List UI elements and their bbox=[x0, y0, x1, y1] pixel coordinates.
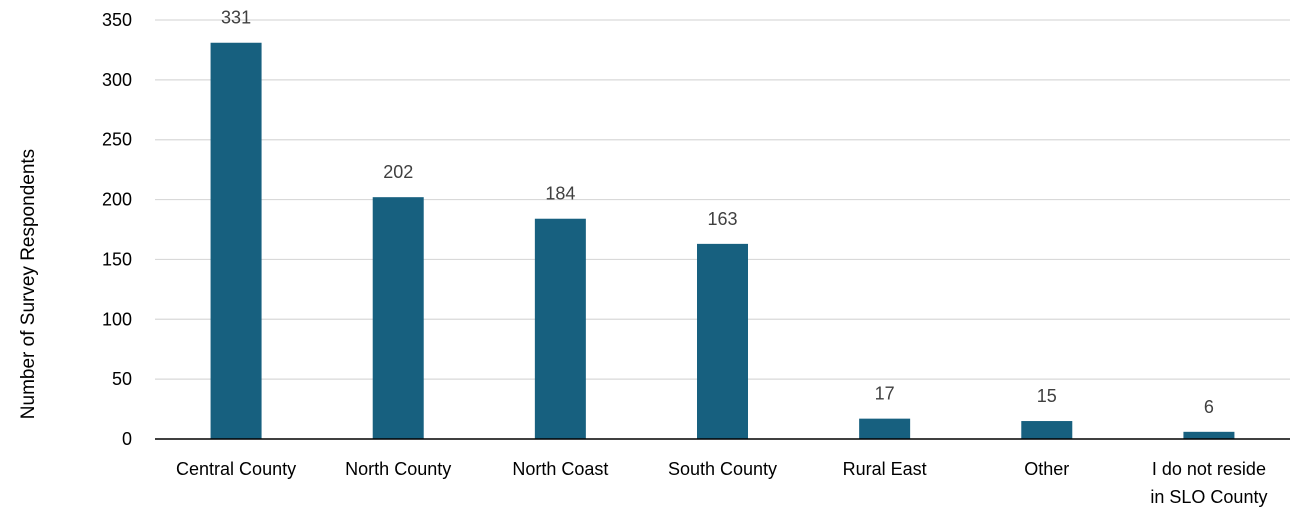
y-axis-title: Number of Survey Respondents bbox=[18, 149, 39, 419]
data-label: 17 bbox=[875, 384, 895, 404]
x-tick-label: in SLO County bbox=[1150, 487, 1267, 507]
x-tick-labels: Central County North County North Coast Sou… bbox=[176, 459, 1267, 507]
bar bbox=[1021, 421, 1073, 439]
data-label: 15 bbox=[1037, 386, 1057, 406]
x-tick-label: Other bbox=[1024, 459, 1069, 479]
bar bbox=[372, 197, 424, 439]
y-tick-label: 100 bbox=[102, 309, 132, 329]
data-label: 6 bbox=[1204, 397, 1214, 417]
bar bbox=[534, 218, 586, 439]
x-tick-label: North Coast bbox=[512, 459, 608, 479]
data-labels: 331 202 184 163 17 15 6 bbox=[221, 8, 1214, 417]
bar bbox=[697, 243, 748, 439]
data-label: 163 bbox=[707, 209, 737, 229]
y-tick-label: 250 bbox=[102, 130, 132, 150]
y-tick-labels: 0 50 100 150 200 250 300 350 bbox=[102, 10, 132, 449]
x-tick-label: I do not reside bbox=[1152, 459, 1266, 479]
bar bbox=[210, 42, 262, 439]
y-tick-label: 300 bbox=[102, 70, 132, 90]
y-tick-label: 0 bbox=[122, 429, 132, 449]
x-tick-label: North County bbox=[345, 459, 451, 479]
bars bbox=[210, 42, 1235, 439]
bar bbox=[1183, 431, 1235, 439]
y-tick-label: 150 bbox=[102, 249, 132, 269]
data-label: 202 bbox=[383, 162, 413, 182]
x-tick-label: Central County bbox=[176, 459, 296, 479]
y-tick-label: 50 bbox=[112, 369, 132, 389]
y-tick-label: 350 bbox=[102, 10, 132, 30]
data-label: 331 bbox=[221, 8, 251, 28]
data-label: 184 bbox=[545, 184, 575, 204]
y-tick-label: 200 bbox=[102, 190, 132, 210]
x-tick-label: Rural East bbox=[843, 459, 927, 479]
x-tick-label: South County bbox=[668, 459, 777, 479]
bar bbox=[859, 418, 911, 439]
